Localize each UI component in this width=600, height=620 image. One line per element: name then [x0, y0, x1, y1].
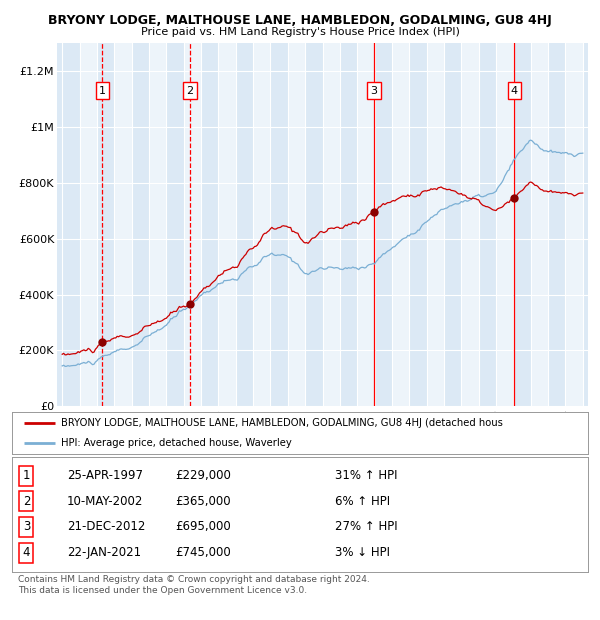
Text: 2: 2	[23, 495, 30, 508]
Text: 27% ↑ HPI: 27% ↑ HPI	[335, 520, 397, 533]
Text: 10-MAY-2002: 10-MAY-2002	[67, 495, 143, 508]
Text: 3: 3	[23, 520, 30, 533]
Text: £695,000: £695,000	[175, 520, 231, 533]
Bar	[392, 43, 409, 406]
Text: BRYONY LODGE, MALTHOUSE LANE, HAMBLEDON, GODALMING, GU8 4HJ (detached hous: BRYONY LODGE, MALTHOUSE LANE, HAMBLEDON,…	[61, 418, 503, 428]
Text: 2: 2	[187, 86, 193, 96]
Bar	[427, 43, 444, 406]
Text: 4: 4	[511, 86, 518, 96]
Bar	[218, 43, 236, 406]
Text: 21-DEC-2012: 21-DEC-2012	[67, 520, 145, 533]
Text: £229,000: £229,000	[175, 469, 231, 482]
Text: 3% ↓ HPI: 3% ↓ HPI	[335, 546, 389, 559]
Text: 31% ↑ HPI: 31% ↑ HPI	[335, 469, 397, 482]
Text: BRYONY LODGE, MALTHOUSE LANE, HAMBLEDON, GODALMING, GU8 4HJ: BRYONY LODGE, MALTHOUSE LANE, HAMBLEDON,…	[48, 14, 552, 27]
Text: 3: 3	[371, 86, 377, 96]
Bar	[357, 43, 374, 406]
Text: 4: 4	[23, 546, 30, 559]
Bar	[184, 43, 201, 406]
Bar	[288, 43, 305, 406]
Bar	[461, 43, 479, 406]
Bar	[253, 43, 271, 406]
Text: £745,000: £745,000	[175, 546, 231, 559]
Bar	[80, 43, 97, 406]
Bar	[496, 43, 514, 406]
Bar	[565, 43, 583, 406]
Text: 25-APR-1997: 25-APR-1997	[67, 469, 143, 482]
Text: 6% ↑ HPI: 6% ↑ HPI	[335, 495, 389, 508]
Text: HPI: Average price, detached house, Waverley: HPI: Average price, detached house, Wave…	[61, 438, 292, 448]
Bar	[531, 43, 548, 406]
Text: Price paid vs. HM Land Registry's House Price Index (HPI): Price paid vs. HM Land Registry's House …	[140, 27, 460, 37]
Text: £365,000: £365,000	[175, 495, 231, 508]
Bar	[149, 43, 166, 406]
Text: 22-JAN-2021: 22-JAN-2021	[67, 546, 141, 559]
Text: 1: 1	[99, 86, 106, 96]
Text: 1: 1	[23, 469, 30, 482]
Bar	[114, 43, 131, 406]
Bar	[323, 43, 340, 406]
Text: Contains HM Land Registry data © Crown copyright and database right 2024.
This d: Contains HM Land Registry data © Crown c…	[18, 575, 370, 595]
